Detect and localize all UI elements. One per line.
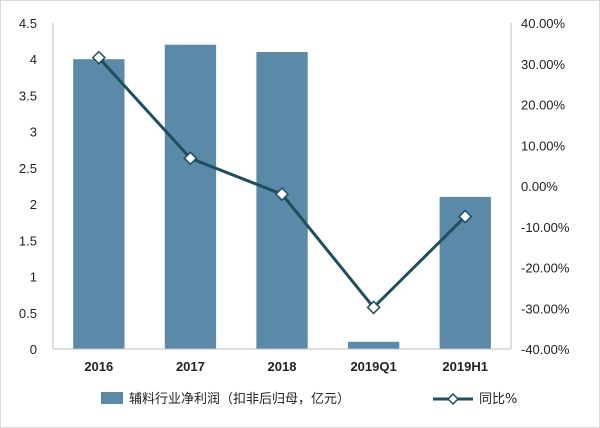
right-tick-label: 40.00% xyxy=(521,16,566,31)
line-point xyxy=(366,300,381,315)
x-tick-label: 2019Q1 xyxy=(350,359,396,374)
x-tick-label: 2017 xyxy=(176,359,205,374)
right-tick-label: -40.00% xyxy=(521,342,570,357)
left-tick-label: 1.5 xyxy=(19,233,37,248)
x-tick-label: 2019H1 xyxy=(442,359,488,374)
left-tick-label: 1 xyxy=(30,270,37,285)
x-axis: 2016 2017 2018 2019Q1 2019H1 xyxy=(53,348,511,374)
right-tick-label: 10.00% xyxy=(521,138,566,153)
left-tick-label: 0.5 xyxy=(19,306,37,321)
line-point xyxy=(183,151,198,166)
left-tick-label: 0 xyxy=(30,342,37,357)
line-point xyxy=(91,50,106,65)
left-tick-label: 2.5 xyxy=(19,161,37,176)
right-tick-label: -30.00% xyxy=(521,301,570,316)
right-tick-label: -20.00% xyxy=(521,261,570,276)
bar xyxy=(164,44,217,349)
left-tick-label: 3 xyxy=(30,125,37,140)
left-tick-label: 4.5 xyxy=(19,16,37,31)
left-tick-label: 4 xyxy=(30,52,37,67)
right-tick-label: -10.00% xyxy=(521,220,570,235)
bar xyxy=(73,59,125,349)
right-tick-label: 20.00% xyxy=(521,98,566,113)
x-tick-label: 2016 xyxy=(84,359,113,374)
left-tick-label: 2 xyxy=(30,197,37,212)
legend-line-label: 同比% xyxy=(479,392,517,407)
line-point xyxy=(274,187,290,202)
left-y-axis: 0 0.5 1 1.5 2 2.5 3 3.5 4 4.5 xyxy=(19,16,54,357)
right-tick-label: 0.00% xyxy=(521,179,558,194)
right-tick-label: 30.00% xyxy=(521,57,566,72)
legend: 辅料行业净利润（扣非后归母，亿元） 同比% xyxy=(101,392,517,407)
line-point xyxy=(458,209,473,224)
left-tick-label: 3.5 xyxy=(19,88,37,103)
line-series xyxy=(91,50,473,315)
x-tick-label: 2018 xyxy=(268,359,297,374)
bar xyxy=(348,341,400,349)
legend-bar-swatch xyxy=(101,392,123,404)
legend-bar-label: 辅料行业净利润（扣非后归母，亿元） xyxy=(129,392,350,407)
right-y-axis: -40.00% -30.00% -20.00% -10.00% 0.00% 10.00% 2… xyxy=(510,16,570,357)
legend-line-marker xyxy=(446,392,460,406)
